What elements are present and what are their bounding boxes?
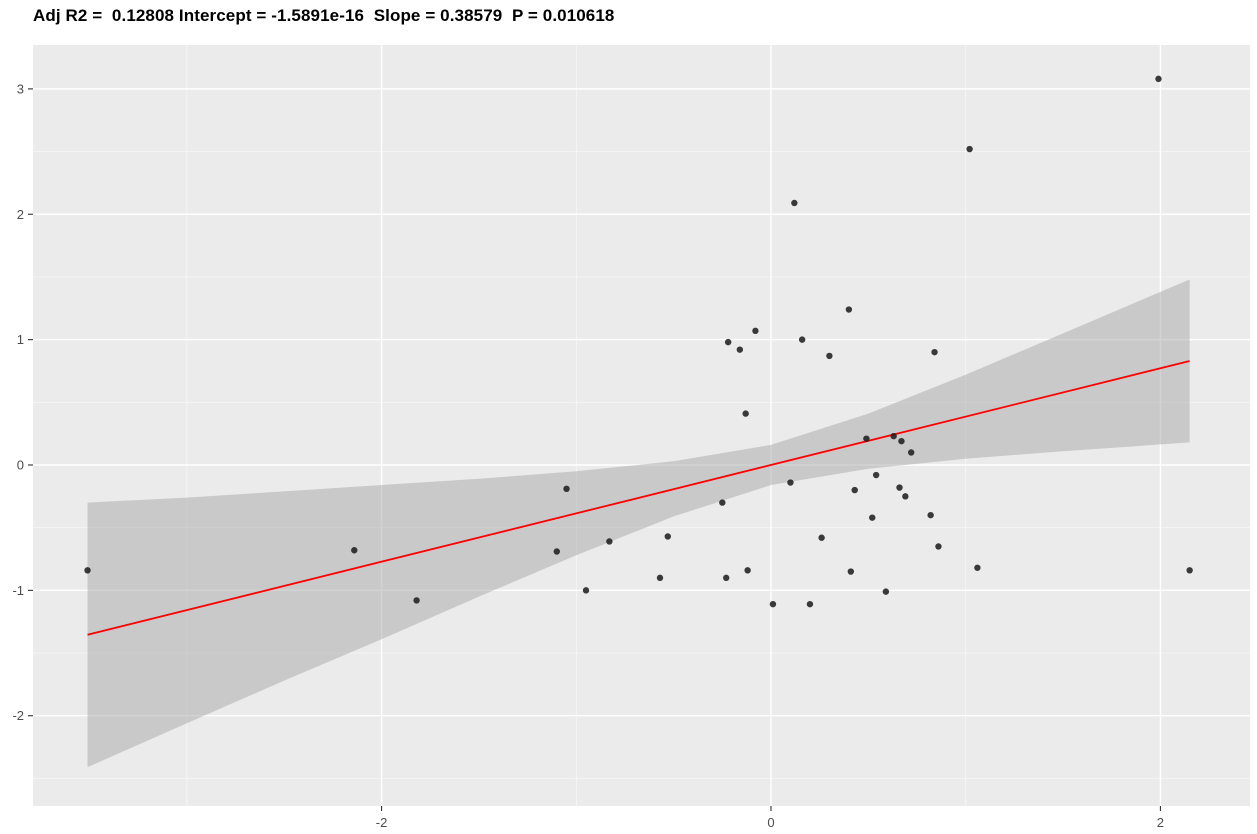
y-axis-tick-label: 0	[17, 457, 24, 472]
x-axis-tick-label: 0	[767, 815, 774, 830]
data-point	[974, 564, 981, 571]
data-point	[847, 568, 855, 575]
data-point	[351, 547, 358, 554]
data-point	[863, 435, 870, 442]
data-point	[882, 588, 890, 595]
confidence-band	[87, 279, 1190, 768]
data-point	[966, 145, 973, 153]
data-point	[869, 514, 876, 521]
data-point	[826, 352, 833, 360]
data-point	[902, 493, 909, 500]
data-point	[806, 600, 814, 608]
data-point	[719, 499, 726, 506]
data-point	[1186, 567, 1193, 574]
data-point	[787, 479, 794, 486]
y-axis-tick-label: -2	[12, 708, 24, 723]
data-point	[656, 574, 664, 582]
data-point	[413, 597, 420, 604]
data-point	[935, 543, 942, 550]
regression-line	[87, 360, 1190, 636]
data-point	[898, 437, 905, 445]
data-point	[1155, 75, 1162, 83]
data-point	[927, 511, 934, 519]
data-point	[907, 449, 915, 456]
y-axis-tick-label: 1	[17, 332, 24, 347]
data-point	[606, 538, 613, 545]
data-point	[723, 574, 730, 582]
data-point	[890, 432, 897, 440]
data-point	[791, 199, 798, 207]
data-point	[851, 486, 858, 494]
data-point	[582, 587, 590, 594]
data-point	[872, 471, 880, 479]
data-point	[896, 484, 903, 491]
y-axis-tick-label: 3	[17, 81, 24, 96]
x-axis-tick-label: -2	[376, 815, 388, 830]
data-point	[724, 338, 732, 346]
data-point	[845, 306, 853, 313]
data-point	[563, 485, 570, 493]
data-point	[769, 600, 777, 608]
data-point	[742, 410, 749, 417]
data-point	[798, 336, 806, 343]
x-axis-tick-label: 2	[1157, 815, 1164, 830]
y-axis-tick-label: -1	[12, 583, 24, 598]
data-point	[818, 534, 825, 541]
data-point	[744, 567, 751, 574]
data-point	[752, 327, 759, 335]
data-point	[553, 548, 560, 555]
data-point	[664, 533, 671, 540]
data-point	[736, 346, 744, 353]
data-point	[931, 348, 938, 356]
chart-title: Adj R2 = 0.12808 Intercept = -1.5891e-16…	[33, 6, 615, 25]
data-point	[84, 567, 91, 574]
y-axis-tick-label: 2	[17, 207, 24, 222]
